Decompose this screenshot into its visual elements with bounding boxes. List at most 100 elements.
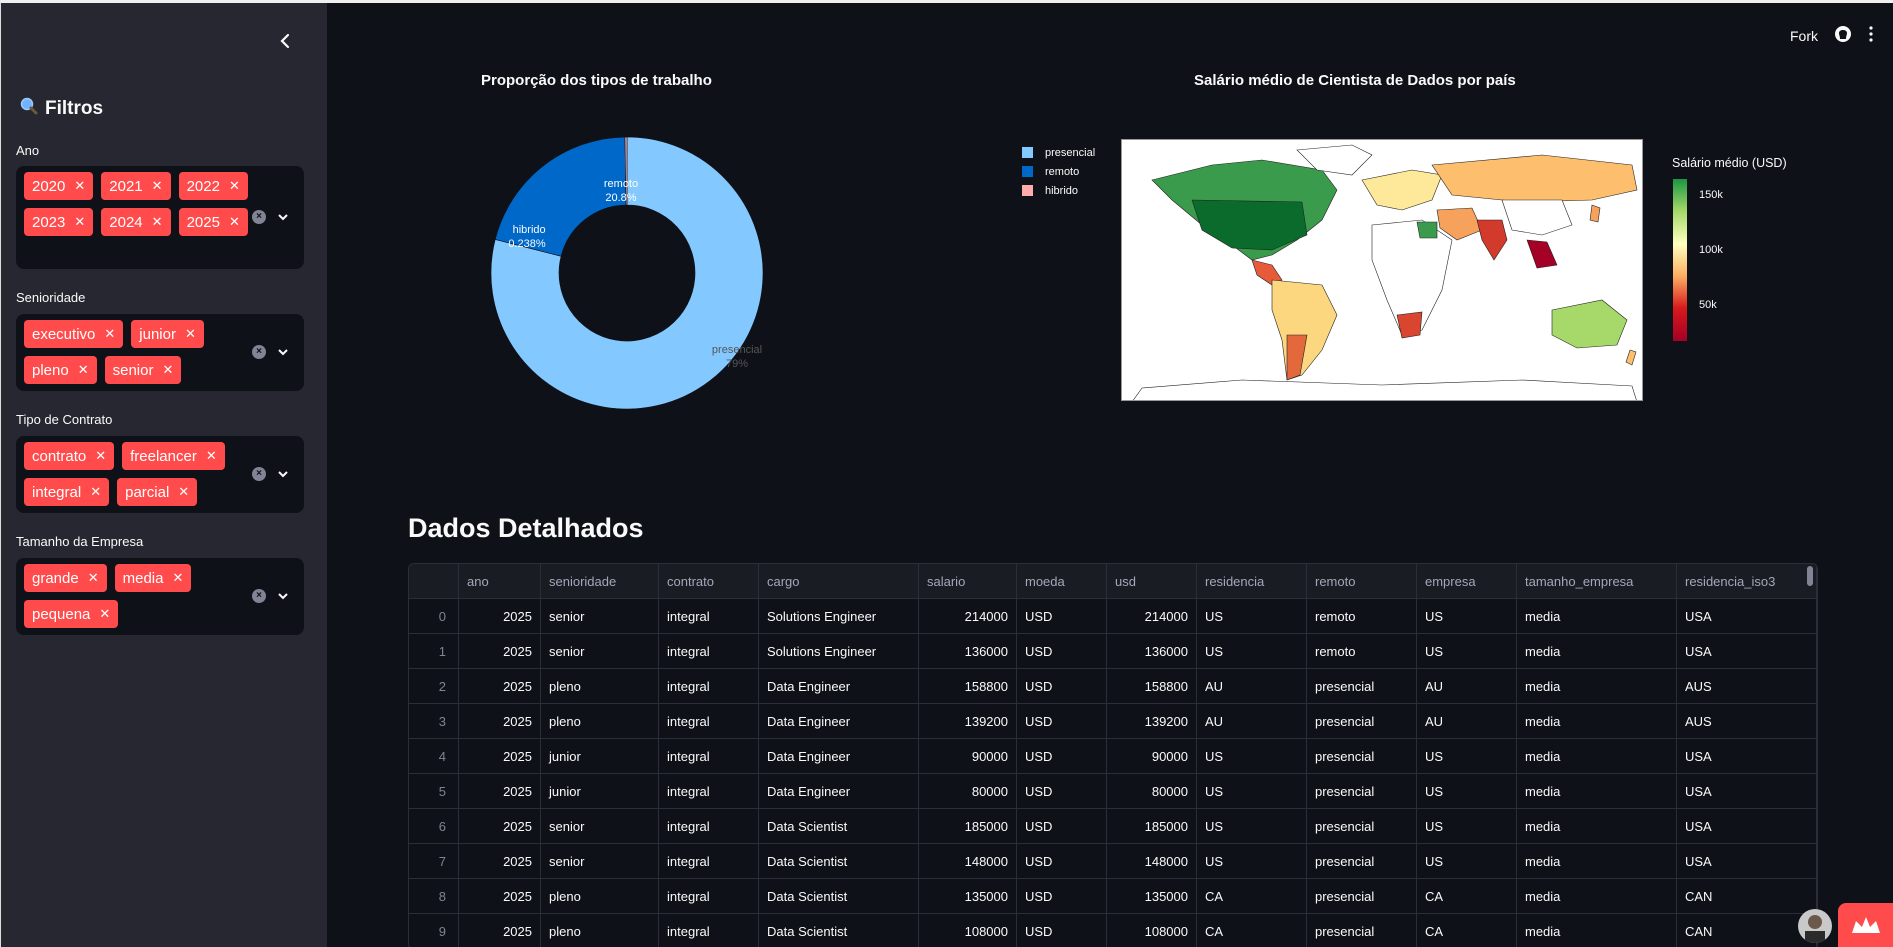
table-cell: integral xyxy=(659,669,759,703)
filter-tag[interactable]: integral ✕ xyxy=(24,478,110,506)
column-header[interactable]: tamanho_empresa xyxy=(1517,564,1677,598)
filter-tag[interactable]: grande ✕ xyxy=(24,564,107,592)
remove-tag-icon[interactable]: ✕ xyxy=(90,484,102,499)
clear-icon[interactable]: × xyxy=(252,210,266,224)
filter-tag[interactable]: executivo ✕ xyxy=(24,320,124,348)
colorbar-tick: 150k xyxy=(1699,189,1723,201)
column-header[interactable]: residencia_iso3 xyxy=(1677,564,1817,598)
table-cell: integral xyxy=(659,634,759,668)
pie-slice-presencial[interactable] xyxy=(490,136,764,410)
choropleth-map[interactable] xyxy=(1121,139,1643,401)
filter-tag-label: executivo xyxy=(32,325,96,343)
table-cell: 2025 xyxy=(459,634,541,668)
table-row[interactable]: 7 2025 senior integral Data Scientist 148000 U… xyxy=(409,844,1817,879)
remove-tag-icon[interactable]: ✕ xyxy=(74,178,86,193)
chevron-down-icon[interactable] xyxy=(276,467,290,481)
remove-tag-icon[interactable]: ✕ xyxy=(99,606,111,621)
filter-tag[interactable]: pequena ✕ xyxy=(24,600,119,628)
remove-tag-icon[interactable]: ✕ xyxy=(77,362,89,377)
table-row[interactable]: 2 2025 pleno integral Data Engineer 158800 USD… xyxy=(409,669,1817,704)
table-cell: US xyxy=(1417,599,1517,633)
column-header[interactable]: contrato xyxy=(659,564,759,598)
table-row[interactable]: 9 2025 pleno integral Data Scientist 108000 US… xyxy=(409,914,1817,947)
remove-tag-icon[interactable]: ✕ xyxy=(151,214,163,229)
column-header[interactable]: empresa xyxy=(1417,564,1517,598)
remove-tag-icon[interactable]: ✕ xyxy=(74,214,86,229)
data-table[interactable]: ano senioridade contrato cargo salario moeda u… xyxy=(408,563,1818,947)
column-header[interactable]: cargo xyxy=(759,564,919,598)
avatar[interactable] xyxy=(1798,909,1832,943)
filter-tag[interactable]: 2021 ✕ xyxy=(101,172,171,200)
remove-tag-icon[interactable]: ✕ xyxy=(228,214,240,229)
table-cell: media xyxy=(1517,704,1677,738)
remove-tag-icon[interactable]: ✕ xyxy=(184,326,196,341)
column-header[interactable]: senioridade xyxy=(541,564,659,598)
filter-tag[interactable]: freelancer ✕ xyxy=(122,442,225,470)
clear-icon[interactable]: × xyxy=(252,467,266,481)
remove-tag-icon[interactable]: ✕ xyxy=(104,326,116,341)
table-cell: media xyxy=(1517,634,1677,668)
remove-tag-icon[interactable]: ✕ xyxy=(162,362,174,377)
row-index: 6 xyxy=(409,809,459,843)
multiselect-ano[interactable]: 2020 ✕ 2021 ✕ 2022 ✕ 2023 ✕ 2024 ✕ 2025 ✕ × xyxy=(16,166,304,269)
chevron-down-icon[interactable] xyxy=(276,345,290,359)
clear-icon[interactable]: × xyxy=(252,345,266,359)
filter-tag[interactable]: 2023 ✕ xyxy=(24,208,94,236)
remove-tag-icon[interactable]: ✕ xyxy=(95,448,107,463)
pie-slice-remoto[interactable] xyxy=(494,136,627,257)
table-row[interactable]: 6 2025 senior integral Data Scientist 185000 U… xyxy=(409,809,1817,844)
filter-tag[interactable]: media ✕ xyxy=(114,564,192,592)
multiselect-tipo-contrato[interactable]: contrato ✕ freelancer ✕ integral ✕ parcial ✕ × xyxy=(16,436,304,513)
remove-tag-icon[interactable]: ✕ xyxy=(178,484,190,499)
more-menu-icon[interactable] xyxy=(1868,26,1874,45)
filter-tag[interactable]: 2020 ✕ xyxy=(24,172,94,200)
column-header[interactable]: salario xyxy=(919,564,1017,598)
filter-tag[interactable]: 2024 ✕ xyxy=(101,208,171,236)
filter-tag[interactable]: 2022 ✕ xyxy=(178,172,248,200)
filter-tag[interactable]: 2025 ✕ xyxy=(178,208,248,236)
fork-link[interactable]: Fork xyxy=(1790,27,1818,44)
column-header[interactable]: usd xyxy=(1107,564,1197,598)
column-header[interactable]: residencia xyxy=(1197,564,1307,598)
chevron-down-icon[interactable] xyxy=(276,210,290,224)
filter-tag[interactable]: contrato ✕ xyxy=(24,442,115,470)
column-header[interactable] xyxy=(409,564,459,598)
table-cell: AU xyxy=(1417,669,1517,703)
multiselect-tamanho-empresa[interactable]: grande ✕ media ✕ pequena ✕ × xyxy=(16,558,304,635)
column-header[interactable]: ano xyxy=(459,564,541,598)
filter-tag[interactable]: senior ✕ xyxy=(104,356,182,384)
legend-item[interactable]: hibrido xyxy=(1022,181,1095,200)
table-cell: presencial xyxy=(1307,879,1417,913)
legend-item[interactable]: remoto xyxy=(1022,162,1095,181)
legend-item[interactable]: presencial xyxy=(1022,143,1095,162)
filter-tag[interactable]: junior ✕ xyxy=(131,320,204,348)
sidebar: Filtros Ano 2020 ✕ 2021 ✕ 2022 ✕ 2023 ✕ 2024 ✕ 202… xyxy=(1,3,327,947)
column-header[interactable]: moeda xyxy=(1017,564,1107,598)
table-scrollbar[interactable] xyxy=(1807,566,1813,586)
filter-label-tipo-contrato: Tipo de Contrato xyxy=(16,412,113,427)
pie-slice-label-remoto: remoto 20.8% xyxy=(604,177,638,205)
github-icon[interactable] xyxy=(1834,25,1852,46)
table-cell: CA xyxy=(1417,879,1517,913)
filter-tag-label: senior xyxy=(112,361,154,379)
table-row[interactable]: 4 2025 junior integral Data Engineer 90000 USD… xyxy=(409,739,1817,774)
collapse-sidebar-icon[interactable] xyxy=(273,29,297,53)
filter-tag[interactable]: parcial ✕ xyxy=(117,478,198,506)
remove-tag-icon[interactable]: ✕ xyxy=(151,178,163,193)
table-row[interactable]: 5 2025 junior integral Data Engineer 80000 USD… xyxy=(409,774,1817,809)
clear-icon[interactable]: × xyxy=(252,589,266,603)
table-row[interactable]: 8 2025 pleno integral Data Scientist 135000 US… xyxy=(409,879,1817,914)
pie-slice-hibrido[interactable] xyxy=(624,136,628,206)
filter-tag[interactable]: pleno ✕ xyxy=(24,356,97,384)
streamlit-badge[interactable] xyxy=(1838,903,1893,947)
table-row[interactable]: 0 2025 senior integral Solutions Engineer 214… xyxy=(409,599,1817,634)
chevron-down-icon[interactable] xyxy=(276,589,290,603)
remove-tag-icon[interactable]: ✕ xyxy=(87,570,99,585)
table-row[interactable]: 3 2025 pleno integral Data Engineer 139200 USD… xyxy=(409,704,1817,739)
column-header[interactable]: remoto xyxy=(1307,564,1417,598)
remove-tag-icon[interactable]: ✕ xyxy=(172,570,184,585)
multiselect-senioridade[interactable]: executivo ✕ junior ✕ pleno ✕ senior ✕ × xyxy=(16,314,304,391)
remove-tag-icon[interactable]: ✕ xyxy=(205,448,217,463)
remove-tag-icon[interactable]: ✕ xyxy=(228,178,240,193)
table-row[interactable]: 1 2025 senior integral Solutions Engineer 136… xyxy=(409,634,1817,669)
